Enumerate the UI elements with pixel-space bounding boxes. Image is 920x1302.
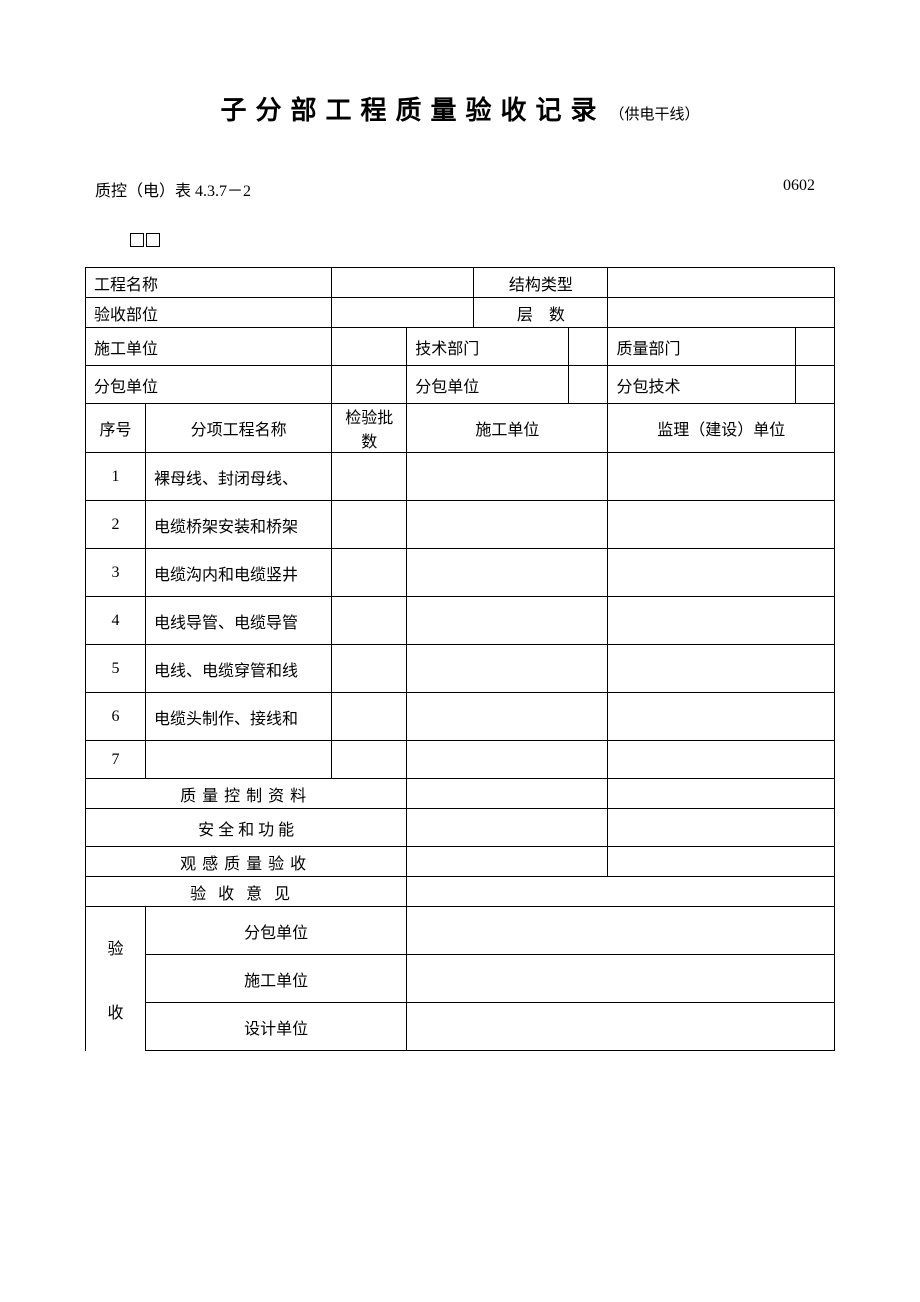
- sub-title: （供电干线）: [610, 107, 700, 123]
- construction-unit-label: 施工单位: [86, 328, 332, 366]
- accept-opinion-label: 验收意见: [86, 877, 407, 907]
- row-name: 电缆头制作、接线和: [146, 693, 332, 741]
- row-batch[interactable]: [332, 549, 407, 597]
- title-container: 子分部工程质量验收记录 （供电干线）: [85, 90, 835, 127]
- appearance-value2[interactable]: [608, 847, 835, 877]
- table-row: 5 电线、电缆穿管和线: [86, 645, 835, 693]
- subcontract-tech-label: 分包技术: [608, 366, 795, 404]
- safety-function-label: 安 全 和 功 能: [86, 809, 407, 847]
- quality-dept-label: 质量部门: [608, 328, 795, 366]
- accept-col-1: 验: [94, 935, 137, 959]
- subcontract-unit2-value[interactable]: [568, 366, 608, 404]
- accept-col-2: 收: [94, 999, 137, 1023]
- table-row: 3 电缆沟内和电缆竖井: [86, 549, 835, 597]
- design-unit-label: 设计单位: [146, 1003, 407, 1051]
- row-batch[interactable]: [332, 597, 407, 645]
- tech-dept-value[interactable]: [568, 328, 608, 366]
- row-seq: 6: [86, 693, 146, 741]
- row-batch[interactable]: [332, 693, 407, 741]
- sub-unit-label: 分包单位: [146, 907, 407, 955]
- row-constructor[interactable]: [407, 549, 608, 597]
- row-supervisor[interactable]: [608, 549, 835, 597]
- row-seq: 3: [86, 549, 146, 597]
- checkbox-2[interactable]: [146, 233, 160, 247]
- row-constructor[interactable]: [407, 597, 608, 645]
- table-row: 1 裸母线、封闭母线、: [86, 453, 835, 501]
- header-row: 质控（电）表 4.3.7－2 0602: [85, 177, 835, 201]
- quality-control-value2[interactable]: [608, 779, 835, 809]
- row-supervisor[interactable]: [608, 501, 835, 549]
- row-name: 电缆桥架安装和桥架: [146, 501, 332, 549]
- safety-function-value[interactable]: [407, 809, 608, 847]
- constr-unit-label: 施工单位: [146, 955, 407, 1003]
- row-constructor[interactable]: [407, 501, 608, 549]
- col-item-name: 分项工程名称: [146, 404, 332, 453]
- row-batch[interactable]: [332, 645, 407, 693]
- row-seq: 7: [86, 741, 146, 779]
- checkbox-1[interactable]: [130, 233, 144, 247]
- accept-col-label: 验 收: [86, 907, 146, 1051]
- row-supervisor[interactable]: [608, 597, 835, 645]
- accept-position-label: 验收部位: [86, 298, 332, 328]
- checkbox-row: [85, 231, 835, 252]
- row-constructor[interactable]: [407, 741, 608, 779]
- accept-position-value[interactable]: [332, 298, 474, 328]
- main-table: 工程名称 结构类型 验收部位 层 数 施工单位 技术部门 质量部门 分包单位 分…: [85, 267, 835, 1051]
- structure-type-label: 结构类型: [474, 268, 608, 298]
- tech-dept-label: 技术部门: [407, 328, 569, 366]
- row-batch[interactable]: [332, 453, 407, 501]
- subcontract-unit-value[interactable]: [332, 366, 407, 404]
- project-name-value[interactable]: [332, 268, 474, 298]
- accept-opinion-value[interactable]: [407, 877, 835, 907]
- col-constructor: 施工单位: [407, 404, 608, 453]
- subcontract-tech-value[interactable]: [795, 366, 834, 404]
- row-supervisor[interactable]: [608, 693, 835, 741]
- row-batch[interactable]: [332, 741, 407, 779]
- row-name: 电缆沟内和电缆竖井: [146, 549, 332, 597]
- row-seq: 5: [86, 645, 146, 693]
- constr-unit-value[interactable]: [407, 955, 835, 1003]
- row-seq: 4: [86, 597, 146, 645]
- floor-count-label: 层 数: [474, 298, 608, 328]
- appearance-value[interactable]: [407, 847, 608, 877]
- quality-control-label: 质量控制资料: [86, 779, 407, 809]
- main-title: 子分部工程质量验收记录: [220, 96, 605, 125]
- quality-dept-value[interactable]: [795, 328, 834, 366]
- col-supervisor: 监理（建设）单位: [608, 404, 835, 453]
- structure-type-value[interactable]: [608, 268, 835, 298]
- subcontract-unit2-label: 分包单位: [407, 366, 569, 404]
- floor-count-value[interactable]: [608, 298, 835, 328]
- row-name: 电线导管、电缆导管: [146, 597, 332, 645]
- safety-function-value2[interactable]: [608, 809, 835, 847]
- row-batch[interactable]: [332, 501, 407, 549]
- design-unit-value[interactable]: [407, 1003, 835, 1051]
- construction-unit-value[interactable]: [332, 328, 407, 366]
- quality-control-value[interactable]: [407, 779, 608, 809]
- row-constructor[interactable]: [407, 645, 608, 693]
- table-row: 6 电缆头制作、接线和: [86, 693, 835, 741]
- row-supervisor[interactable]: [608, 741, 835, 779]
- row-supervisor[interactable]: [608, 645, 835, 693]
- row-constructor[interactable]: [407, 453, 608, 501]
- row-name: 裸母线、封闭母线、: [146, 453, 332, 501]
- row-constructor[interactable]: [407, 693, 608, 741]
- subcontract-unit-label: 分包单位: [86, 366, 332, 404]
- sub-unit-value[interactable]: [407, 907, 835, 955]
- table-row: 7: [86, 741, 835, 779]
- row-seq: 1: [86, 453, 146, 501]
- project-name-label: 工程名称: [86, 268, 332, 298]
- row-name: 电线、电缆穿管和线: [146, 645, 332, 693]
- row-seq: 2: [86, 501, 146, 549]
- appearance-label: 观感质量验收: [86, 847, 407, 877]
- row-supervisor[interactable]: [608, 453, 835, 501]
- form-number-left: 质控（电）表 4.3.7－2: [95, 177, 251, 201]
- form-number-right: 0602: [783, 177, 815, 201]
- table-row: 2 电缆桥架安装和桥架: [86, 501, 835, 549]
- row-name: [146, 741, 332, 779]
- col-batch: 检验批数: [332, 404, 407, 453]
- table-row: 4 电线导管、电缆导管: [86, 597, 835, 645]
- col-seq: 序号: [86, 404, 146, 453]
